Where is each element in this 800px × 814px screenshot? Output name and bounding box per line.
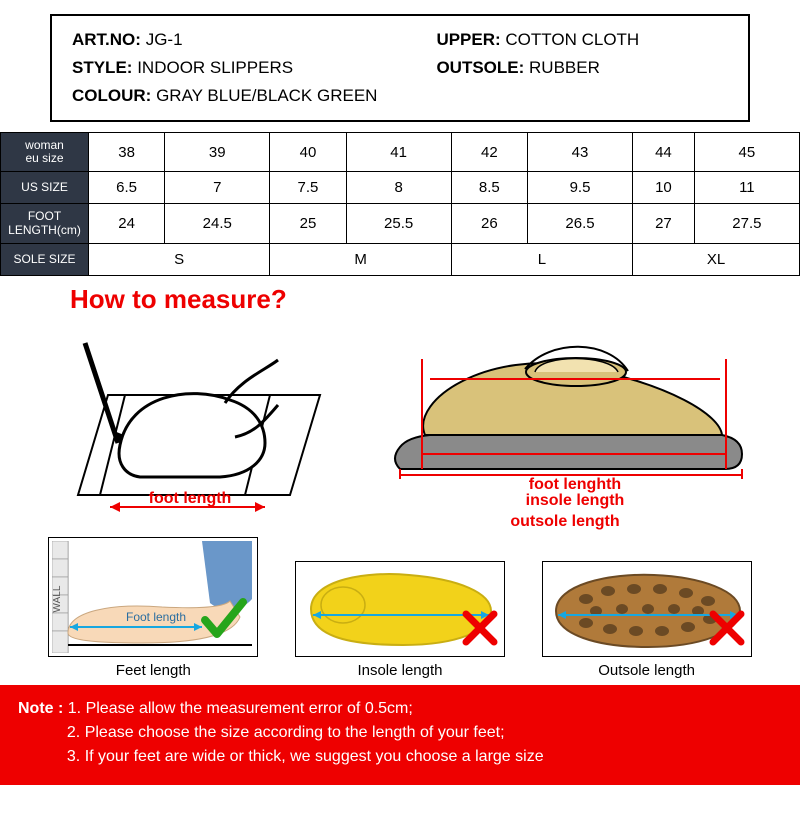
diagram-shoe-lengths: foot lenghth insole length outsole lengt…: [370, 319, 760, 531]
example-outsole-length: Outsole length: [542, 561, 752, 679]
wall-text: WALL: [52, 585, 63, 612]
x-icon: [462, 610, 498, 646]
cell: XL: [633, 243, 800, 275]
row-header: FOOTLENGTH(cm): [1, 204, 89, 243]
cell: 25.5: [346, 204, 451, 243]
label: UPPER:: [436, 30, 500, 49]
cell: 42: [451, 133, 527, 172]
example-insole-length: Insole length: [295, 561, 505, 679]
cell: 39: [165, 133, 270, 172]
info-art-no: ART.NO: JG-1: [72, 30, 436, 50]
diagram-foot-outline: foot length: [40, 325, 340, 525]
cell: 10: [633, 172, 695, 204]
cell: 6.5: [89, 172, 165, 204]
cell: 8: [346, 172, 451, 204]
note-line-3: 3. If your feet are wide or thick, we su…: [67, 748, 544, 765]
cell: 11: [694, 172, 799, 204]
cell: 45: [694, 133, 799, 172]
cell: 9.5: [527, 172, 632, 204]
label: Outsole length: [542, 662, 752, 679]
check-icon: [201, 596, 247, 642]
note-line-2: 2. Please choose the size according to t…: [67, 724, 505, 741]
value: GRAY BLUE/BLACK GREEN: [156, 86, 377, 105]
label: Insole length: [295, 662, 505, 679]
value: JG-1: [146, 30, 183, 49]
foot-lenghth-label: foot lenghth: [529, 476, 621, 493]
label: Feet length: [48, 662, 258, 679]
cell: 7.5: [270, 172, 346, 204]
cell: 7: [165, 172, 270, 204]
cell: 44: [633, 133, 695, 172]
note-bar: Note : 1. Please allow the measurement e…: [0, 685, 800, 785]
table-row: womaneu size3839404142434445: [1, 133, 800, 172]
cell: 27: [633, 204, 695, 243]
cell: 8.5: [451, 172, 527, 204]
cell: 38: [89, 133, 165, 172]
cell: 24: [89, 204, 165, 243]
row-header: womaneu size: [1, 133, 89, 172]
cell: 40: [270, 133, 346, 172]
cell: 26: [451, 204, 527, 243]
foot-length-label: foot length: [149, 490, 232, 507]
bottom-examples: WALL Foot length Feet length: [30, 537, 770, 679]
row-header: US SIZE: [1, 172, 89, 204]
x-icon: [709, 610, 745, 646]
cell: 25: [270, 204, 346, 243]
value: INDOOR SLIPPERS: [137, 58, 293, 77]
row-header: SOLE SIZE: [1, 243, 89, 275]
table-row: US SIZE6.577.588.59.51011: [1, 172, 800, 204]
size-table: womaneu size3839404142434445US SIZE6.577…: [0, 132, 800, 276]
info-upper: UPPER: COTTON CLOTH: [436, 30, 728, 50]
cell: L: [451, 243, 632, 275]
cell: 26.5: [527, 204, 632, 243]
cell: S: [89, 243, 270, 275]
label: ART.NO:: [72, 30, 141, 49]
table-row: FOOTLENGTH(cm)2424.52525.52626.52727.5: [1, 204, 800, 243]
cell: 24.5: [165, 204, 270, 243]
cell: 43: [527, 133, 632, 172]
insole-length-label: insole length: [526, 492, 625, 509]
cell: 27.5: [694, 204, 799, 243]
info-colour: COLOUR: GRAY BLUE/BLACK GREEN: [72, 86, 728, 106]
label: COLOUR:: [72, 86, 151, 105]
table-row: SOLE SIZESMLXL: [1, 243, 800, 275]
info-style: STYLE: INDOOR SLIPPERS: [72, 58, 436, 78]
value: RUBBER: [529, 58, 600, 77]
example-feet-length: WALL Foot length Feet length: [48, 537, 258, 679]
note-title: Note :: [18, 700, 63, 717]
measure-diagram-row: foot length foot lenghth: [20, 319, 780, 531]
label: OUTSOLE:: [436, 58, 524, 77]
cell: 41: [346, 133, 451, 172]
foot-length-annot: Foot length: [126, 610, 186, 624]
value: COTTON CLOTH: [505, 30, 639, 49]
outsole-length-label: outsole length: [370, 513, 760, 531]
label: STYLE:: [72, 58, 132, 77]
cell: M: [270, 243, 451, 275]
product-info-box: ART.NO: JG-1 UPPER: COTTON CLOTH STYLE: …: [50, 14, 750, 122]
note-line-1: 1. Please allow the measurement error of…: [68, 700, 413, 717]
how-to-measure-title: How to measure?: [70, 284, 800, 315]
info-outsole: OUTSOLE: RUBBER: [436, 58, 728, 78]
